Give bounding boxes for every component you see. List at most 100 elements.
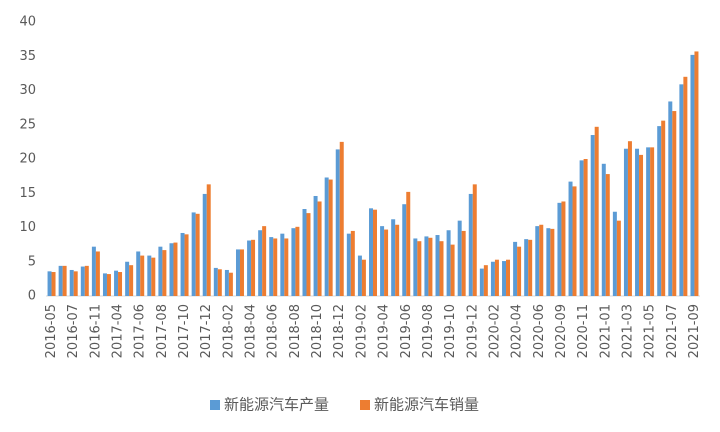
bar (601, 163, 606, 296)
x-tick-label: 2021-01 (598, 304, 613, 358)
bar (91, 246, 96, 296)
bar (391, 219, 396, 296)
bar (213, 267, 218, 296)
bar (302, 209, 307, 296)
legend-swatch (210, 400, 220, 410)
x-tick-label: 2020-09 (554, 304, 569, 358)
bar (73, 271, 78, 296)
x-tick-label: 2021-03 (620, 304, 635, 358)
x-tick-label: 2021-07 (665, 304, 680, 358)
bar (95, 251, 100, 296)
bar (646, 147, 651, 296)
bar (350, 230, 355, 296)
x-tick-label: 2021-09 (687, 304, 702, 358)
bar (280, 233, 285, 296)
bar (169, 243, 174, 296)
bar (357, 255, 362, 296)
bar (173, 242, 178, 296)
bar (550, 228, 555, 296)
bar (158, 246, 163, 296)
x-tick-label: 2017-06 (133, 304, 148, 358)
bar (180, 232, 185, 296)
bar (191, 212, 196, 296)
bar (51, 272, 56, 296)
bar (639, 154, 644, 296)
bar (627, 141, 632, 296)
y-tick-label: 0 (28, 289, 36, 304)
legend-swatch (360, 400, 370, 410)
bar (457, 220, 462, 296)
x-tick-label: 2016-07 (66, 304, 81, 358)
x-tick-label: 2019-08 (421, 304, 436, 358)
bar (494, 259, 499, 296)
bar (428, 237, 433, 296)
bar (594, 126, 599, 297)
x-tick-label: 2017-12 (199, 304, 214, 358)
bar (313, 195, 318, 296)
bar (395, 224, 400, 296)
bar (384, 229, 389, 296)
bar (694, 51, 699, 296)
bar (583, 159, 588, 296)
bar (317, 201, 322, 296)
x-tick-label: 2020-11 (576, 304, 591, 358)
bar (84, 265, 89, 296)
bar (616, 220, 621, 296)
bar (247, 240, 252, 296)
bar (424, 236, 429, 296)
y-tick-label: 40 (19, 15, 36, 30)
bar (683, 76, 688, 296)
y-tick-label: 15 (19, 186, 36, 201)
bar (612, 211, 617, 296)
x-tick-label: 2018-08 (288, 304, 303, 358)
bar (102, 273, 107, 296)
x-tick-label: 2018-04 (244, 304, 259, 358)
bar (69, 269, 74, 296)
x-tick-label: 2017-04 (111, 304, 126, 358)
bar (439, 241, 444, 296)
bar (572, 186, 577, 296)
bar (306, 213, 311, 296)
bar (118, 272, 123, 296)
bar (239, 249, 244, 296)
y-tick-label: 5 (28, 254, 36, 269)
bar (228, 272, 233, 296)
bar (524, 239, 529, 296)
bar (535, 226, 540, 296)
bar (461, 230, 466, 296)
bar (106, 274, 111, 296)
bar (206, 184, 211, 296)
bar (373, 209, 377, 296)
bar (539, 224, 544, 296)
bar (335, 149, 340, 296)
bar (273, 238, 278, 296)
x-tick-label: 2018-12 (332, 304, 347, 358)
bar (114, 270, 119, 296)
bar (413, 238, 418, 296)
bar (417, 241, 422, 296)
x-tick-label: 2020-04 (510, 304, 525, 358)
bar (262, 226, 267, 296)
bar (568, 181, 573, 296)
bar (129, 265, 134, 296)
bar (269, 237, 274, 296)
bar (561, 201, 566, 296)
y-tick-label: 25 (19, 117, 36, 132)
bar (58, 265, 63, 296)
bar (47, 271, 52, 296)
x-tick-label: 2018-10 (310, 304, 325, 358)
bar (402, 204, 407, 296)
x-tick-label: 2017-08 (155, 304, 170, 358)
x-tick-label: 2019-10 (443, 304, 458, 358)
y-tick-label: 30 (19, 83, 36, 98)
bar (406, 191, 411, 296)
bar (147, 255, 152, 296)
bar (517, 246, 522, 296)
bar (472, 184, 477, 296)
bar (435, 235, 440, 296)
bar (668, 101, 673, 297)
bar (339, 141, 344, 296)
bar (369, 208, 373, 296)
bar (361, 259, 366, 296)
